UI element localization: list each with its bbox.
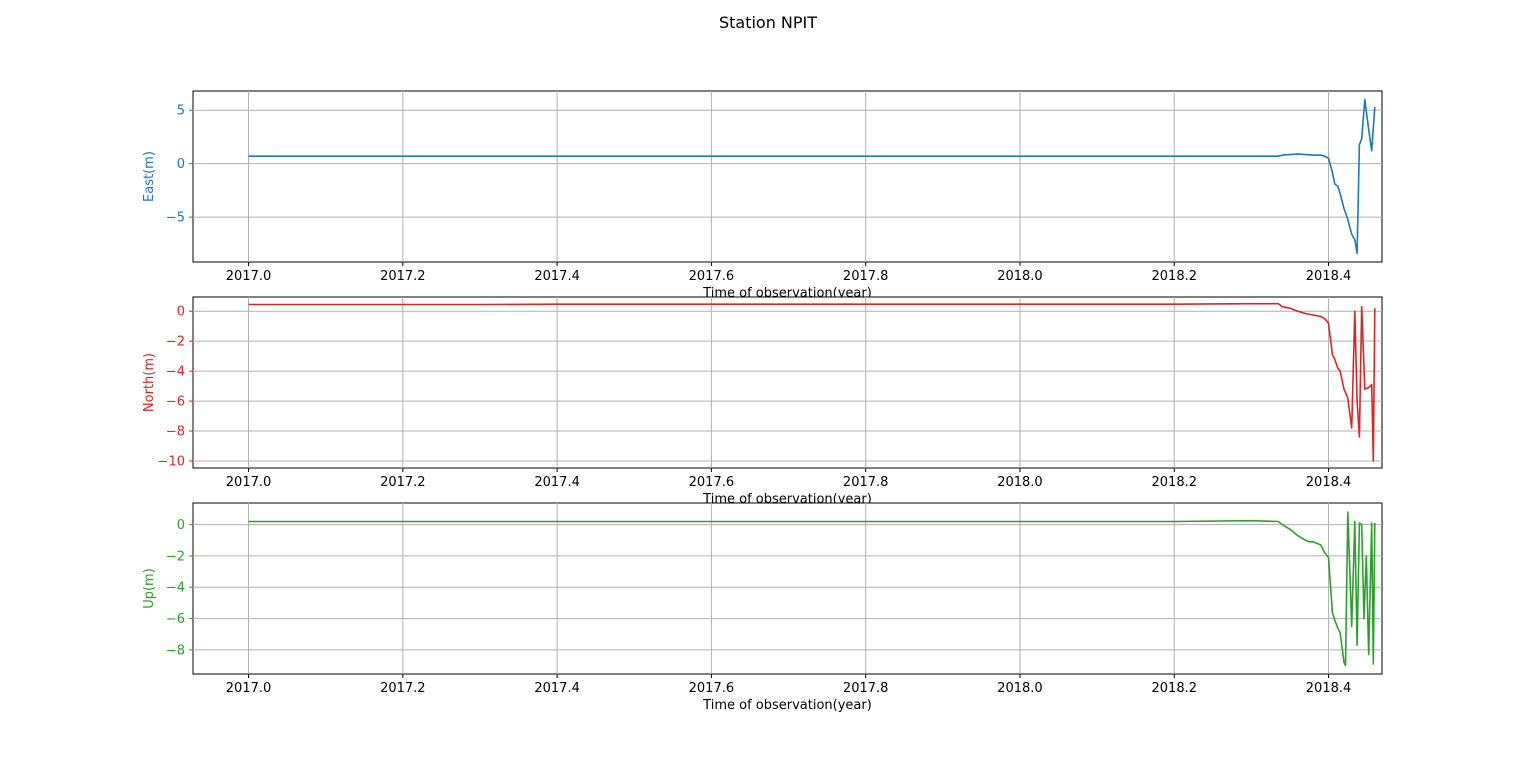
east-plot-area [192, 90, 1383, 263]
up-x-axis-label: Time of observation(year) [702, 698, 872, 713]
north-grid [193, 297, 1382, 468]
north-y-tick-label: −4 [166, 365, 185, 380]
north-series [248, 302, 1376, 462]
east-y-tick-label: 5 [177, 104, 185, 119]
up-plot-background [193, 503, 1382, 674]
up-x-tick-label: 2017.6 [689, 681, 735, 696]
up-y-tick-label: −8 [166, 643, 185, 658]
figure-title: Station NPIT [719, 13, 817, 32]
up-y-axis-label: Up(m) [142, 568, 157, 609]
north-y-tick-label: 0 [177, 305, 185, 320]
up-plot-area [192, 502, 1383, 675]
up-series [248, 511, 1376, 667]
east-y-axis-label: East(m) [142, 151, 157, 202]
north-x-tick-label: 2017.4 [534, 475, 580, 490]
north-y-axis-label: North(m) [142, 353, 157, 412]
north-x-tick-label: 2017.0 [226, 475, 272, 490]
east-series-line [248, 98, 1376, 255]
north-y-tick-label: −6 [166, 395, 185, 410]
north-y-tick-label: −8 [166, 425, 185, 440]
up-x-tick-label: 2017.4 [534, 681, 580, 696]
up-x-tick-label: 2018.0 [997, 681, 1043, 696]
up-y-tick-label: −6 [166, 612, 185, 627]
up-x-tick-label: 2018.4 [1306, 681, 1352, 696]
north-x-tick-label: 2017.6 [689, 475, 735, 490]
up-x-tick-label: 2017.0 [226, 681, 272, 696]
east-y-tick-label: −5 [166, 211, 185, 226]
east-x-tick-label: 2018.2 [1152, 269, 1198, 284]
north-series-line [248, 302, 1376, 462]
north-y-tick-label: −10 [158, 454, 185, 469]
up-x-ticks: 2017.0 2017.2 2017.4 2017.6 2017.8 2018.0 2018… [226, 674, 1351, 696]
north-y-tick-label: −2 [166, 335, 185, 350]
up-x-tick-label: 2018.2 [1152, 681, 1198, 696]
east-x-tick-label: 2017.6 [689, 269, 735, 284]
north-x-tick-label: 2017.2 [380, 475, 426, 490]
east-series [248, 98, 1376, 255]
east-grid [193, 91, 1382, 262]
east-x-tick-label: 2018.0 [997, 269, 1043, 284]
north-panel: 2017.0 2017.2 2017.4 2017.6 2017.8 2018.0 2018… [142, 296, 1383, 507]
up-y-tick-label: 0 [177, 518, 185, 533]
up-y-ticks: 0 −2 −4 −6 −8 [166, 518, 193, 658]
up-x-tick-label: 2017.8 [843, 681, 889, 696]
east-x-ticks: 2017.0 2017.2 2017.4 2017.6 2017.8 2018.0 2018… [226, 262, 1351, 284]
up-series-line [248, 511, 1376, 667]
east-y-ticks: 5 0 −5 [166, 104, 193, 226]
north-x-tick-label: 2017.8 [843, 475, 889, 490]
north-x-tick-label: 2018.4 [1306, 475, 1352, 490]
up-panel: 2017.0 2017.2 2017.4 2017.6 2017.8 2018.0 2018… [142, 502, 1383, 713]
north-x-ticks: 2017.0 2017.2 2017.4 2017.6 2017.8 2018.0 2018… [226, 468, 1351, 490]
north-x-tick-label: 2018.0 [997, 475, 1043, 490]
east-x-tick-label: 2017.8 [843, 269, 889, 284]
east-x-tick-label: 2017.0 [226, 269, 272, 284]
up-grid [193, 503, 1382, 674]
up-y-tick-label: −4 [166, 581, 185, 596]
up-x-tick-label: 2017.2 [380, 681, 426, 696]
north-plot-background [193, 297, 1382, 468]
east-x-tick-label: 2017.2 [380, 269, 426, 284]
east-panel: 2017.0 2017.2 2017.4 2017.6 2017.8 2018.0 2018… [142, 90, 1383, 301]
east-x-tick-label: 2018.4 [1306, 269, 1352, 284]
north-x-tick-label: 2018.2 [1152, 475, 1198, 490]
north-plot-area [192, 296, 1383, 469]
east-x-tick-label: 2017.4 [534, 269, 580, 284]
north-y-ticks: 0 −2 −4 −6 −8 −10 [158, 305, 193, 469]
up-y-tick-label: −2 [166, 549, 185, 564]
east-y-tick-label: 0 [177, 157, 185, 172]
